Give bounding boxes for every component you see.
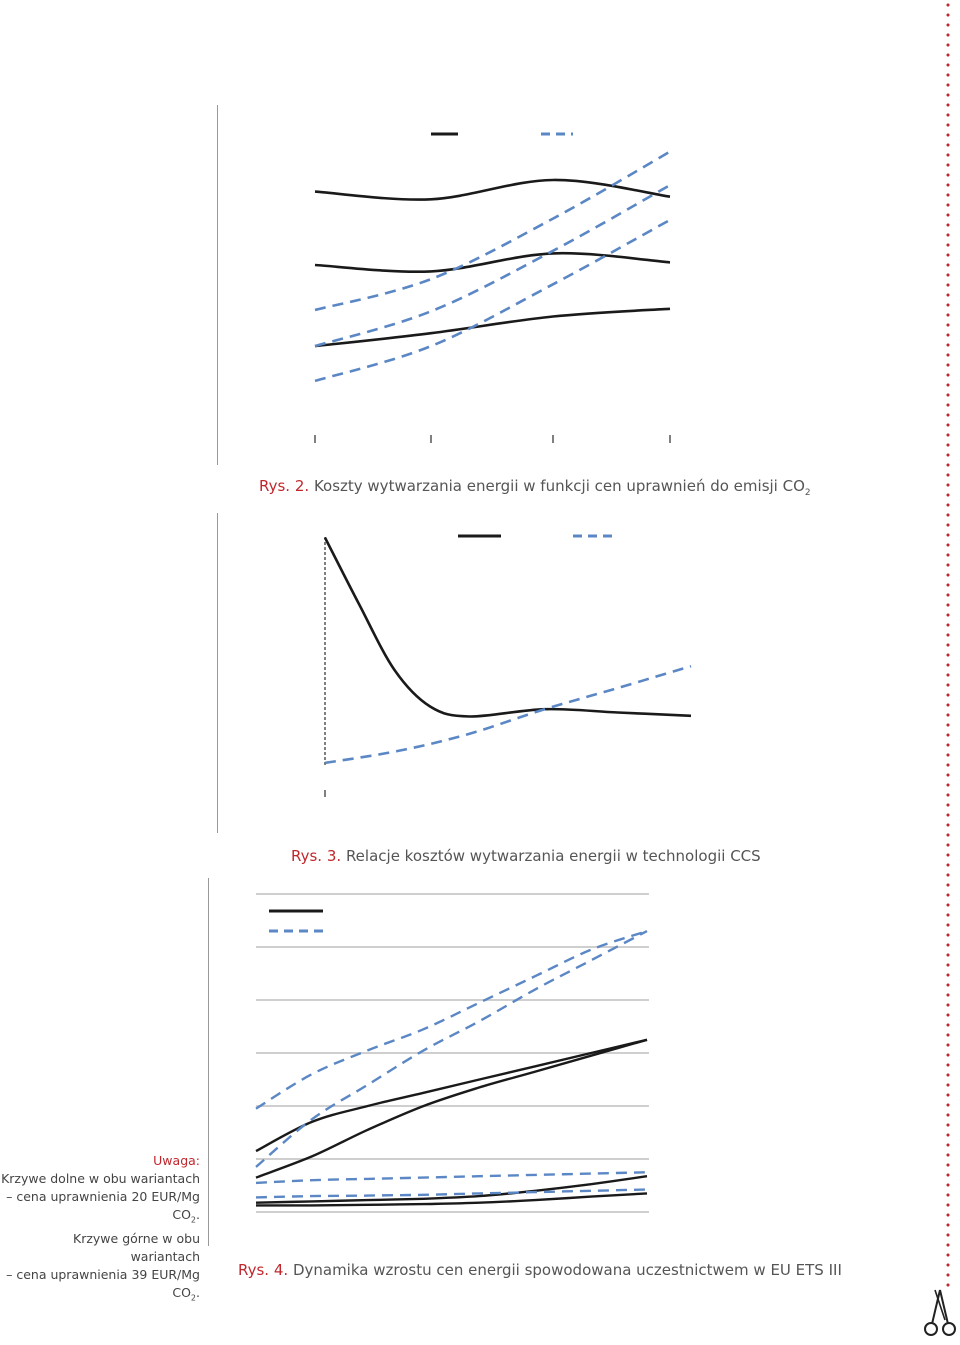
figure-4-chart (208, 878, 743, 1246)
note-line-2: – cena uprawnienia 20 EUR/Mg CO2. (0, 1188, 200, 1230)
gas-line (314, 150, 671, 312)
coal-line (323, 537, 692, 718)
gas-line (314, 183, 671, 348)
note-line-4-text: – cena uprawnienia 39 EUR/Mg CO (6, 1266, 200, 1300)
variant1-line (255, 1038, 648, 1179)
figure-3-chart (217, 513, 743, 833)
figure-4-caption: Rys. 4. Dynamika wzrostu cen energii spo… (238, 1261, 842, 1279)
note-line-4-subscript: 2 (190, 1293, 197, 1302)
variant1-line (255, 1192, 648, 1207)
note-line-1: Krzywe dolne w obu wariantach (1, 1171, 200, 1186)
note-line-3: Krzywe górne w obu wariantach (73, 1230, 200, 1264)
chart-1-svg (314, 132, 671, 443)
figure-3-caption: Rys. 3. Relacje kosztów wytwarzania ener… (291, 847, 761, 865)
note-line-2-end: . (196, 1207, 200, 1222)
figure-2-caption-subscript: 2 (804, 488, 811, 498)
gas-line (314, 218, 671, 383)
scissors-icon (924, 1289, 956, 1336)
variant1-line (255, 1175, 648, 1204)
chart-2-svg (323, 534, 692, 797)
figure-4-caption-text: Dynamika wzrostu cen energii spowodowana… (292, 1261, 842, 1279)
cut-line (946, 0, 950, 1290)
figure-2-chart (217, 105, 753, 465)
variant3-line (255, 930, 648, 1168)
coal-line (314, 178, 671, 201)
note-line-4: – cena uprawnienia 39 EUR/Mg CO2. (0, 1266, 200, 1308)
figure-3-number: Rys. 3. (291, 847, 342, 865)
figure-3-caption-text: Relacje kosztów wytwarzania energii w te… (345, 847, 761, 865)
gas-line (324, 664, 692, 765)
note-line-2-text: – cena uprawnienia 20 EUR/Mg CO (6, 1189, 200, 1222)
variant3-line (255, 929, 648, 1110)
chart-note: Uwaga: Krzywe dolne w obu wariantach – c… (0, 1152, 200, 1307)
coal-line (314, 251, 671, 274)
figure-4-number: Rys. 4. (238, 1261, 289, 1279)
figure-2-caption-text: Koszty wytwarzania energii w funkcji cen… (313, 477, 805, 495)
variant3-line (255, 1171, 648, 1185)
figure-2-number: Rys. 2. (259, 477, 310, 495)
note-line-2-subscript: 2 (190, 1215, 197, 1225)
note-line-4-end: . (196, 1284, 200, 1300)
chart-3-svg (255, 893, 649, 1213)
figure-2-caption: Rys. 2. Koszty wytwarzania energii w fun… (259, 477, 811, 498)
coal-line (314, 307, 671, 348)
variant1-line (255, 1038, 648, 1153)
note-title: Uwaga: (153, 1153, 200, 1168)
variant3-line (255, 1188, 648, 1199)
